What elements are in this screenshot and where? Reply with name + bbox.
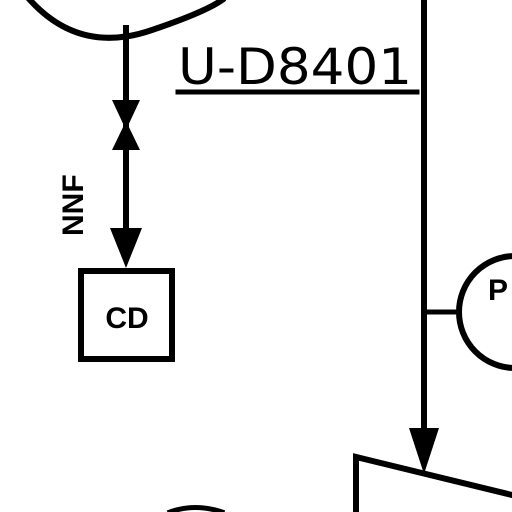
unit-tag: U-D8401: [178, 38, 412, 96]
cd-box: [78, 268, 175, 362]
bottom-arc: [166, 505, 226, 512]
instrument-bubble: [456, 253, 512, 371]
cd-box-label: CD: [105, 302, 148, 335]
arrow-up-icon: [112, 121, 140, 150]
instrument-label: P: [488, 274, 508, 307]
arrow-down-icon: [110, 228, 142, 268]
top-vessel-circle: [25, 0, 227, 41]
arrow-down-icon: [112, 100, 140, 130]
line-label-nnf: NNF: [57, 174, 90, 236]
bottom-vessel: [353, 453, 512, 512]
arrow-down-icon: [409, 428, 439, 474]
